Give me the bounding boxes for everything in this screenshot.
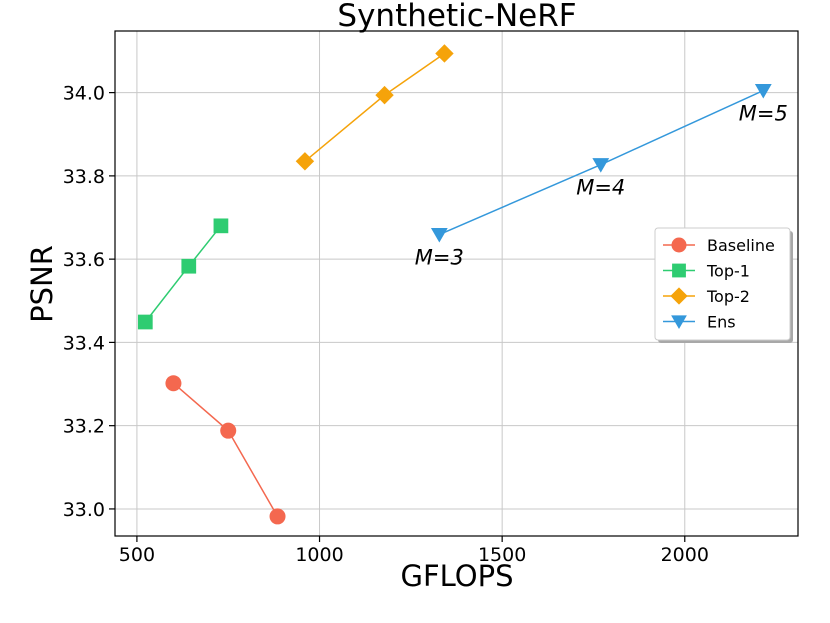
data-point-baseline bbox=[165, 375, 182, 392]
annotation-label: M=3 bbox=[415, 246, 464, 270]
y-tick-label: 33.8 bbox=[63, 166, 105, 188]
data-point-baseline bbox=[269, 508, 286, 525]
y-tick-label: 33.4 bbox=[63, 332, 105, 354]
legend-label-top-1: Top-1 bbox=[706, 262, 750, 281]
data-point-top-1 bbox=[181, 258, 197, 274]
annotation-label: M=5 bbox=[739, 102, 788, 126]
legend-marker-top-1 bbox=[672, 263, 686, 278]
series-group bbox=[137, 44, 772, 525]
y-axis-label: PSNR bbox=[25, 245, 59, 323]
chart-title: Synthetic-NeRF bbox=[337, 0, 576, 34]
annotation-label: M=4 bbox=[576, 176, 625, 200]
legend-label-top-2: Top-2 bbox=[706, 287, 750, 306]
y-tick-label: 33.6 bbox=[63, 249, 105, 271]
x-tick-label: 2000 bbox=[661, 544, 709, 566]
legend-marker-top-2 bbox=[670, 287, 688, 305]
legend-label-baseline: Baseline bbox=[707, 236, 775, 255]
y-tick-label: 33.2 bbox=[63, 416, 105, 438]
data-point-top-2 bbox=[435, 44, 454, 63]
x-axis-label: GFLOPS bbox=[401, 559, 514, 593]
x-axis: 500 1000 1500 2000 bbox=[119, 536, 709, 566]
series-line-baseline bbox=[172, 382, 279, 517]
y-axis: 33.0 33.2 33.4 33.6 33.8 34.0 bbox=[63, 83, 115, 521]
annotations: M=3 M=4 M=5 bbox=[415, 102, 788, 270]
legend-marker-baseline bbox=[671, 237, 687, 253]
y-tick-label: 34.0 bbox=[63, 83, 105, 105]
data-point-top-1 bbox=[213, 218, 229, 234]
data-point-ens bbox=[592, 158, 610, 173]
data-point-top-2 bbox=[295, 152, 315, 171]
legend-box bbox=[654, 227, 791, 341]
data-point-baseline bbox=[220, 422, 237, 439]
x-tick-label: 500 bbox=[119, 544, 155, 566]
data-point-ens bbox=[754, 83, 772, 99]
legend-label-ens: Ens bbox=[707, 313, 736, 332]
legend: Baseline Top-1 Top-2 Ens bbox=[654, 227, 793, 343]
data-point-top-1 bbox=[137, 314, 153, 330]
y-tick-label: 33.0 bbox=[63, 499, 105, 521]
plot-area bbox=[114, 30, 799, 537]
legend-marker-ens bbox=[671, 315, 687, 329]
x-tick-label: 1000 bbox=[295, 544, 343, 566]
series-line-top-1 bbox=[144, 225, 222, 323]
x-tick-label: 1500 bbox=[478, 544, 526, 566]
series-line-top-2 bbox=[304, 52, 445, 162]
data-point-ens bbox=[430, 228, 448, 243]
data-point-top-2 bbox=[375, 85, 394, 105]
